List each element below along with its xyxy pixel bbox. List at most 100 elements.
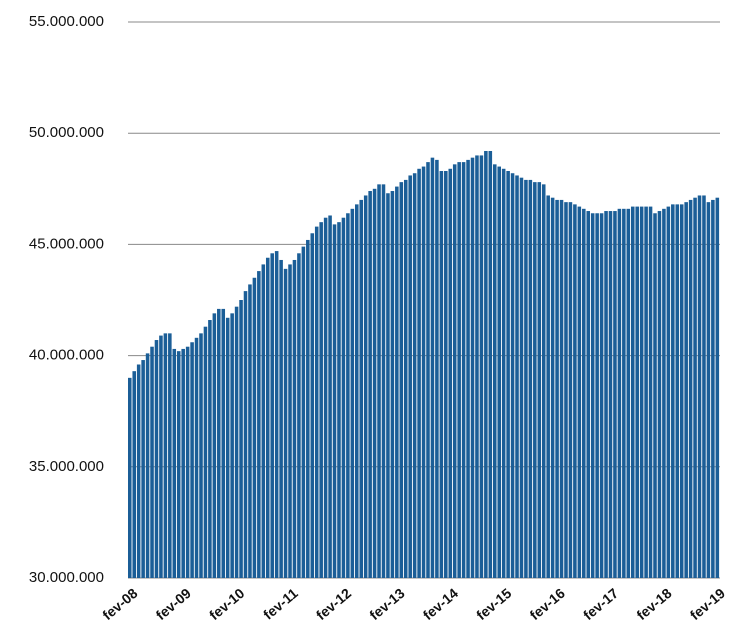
bar: [626, 208, 631, 579]
bar: [484, 150, 488, 578]
bar: [252, 277, 257, 578]
y-tick-label: 40.000.000: [29, 347, 104, 364]
bar: [417, 168, 421, 578]
bar: [234, 306, 239, 578]
x-tick-label: fev-14: [420, 585, 461, 623]
bar: [310, 233, 315, 578]
x-tick-label: fev-19: [687, 585, 728, 623]
bar: [599, 213, 604, 578]
bar: [230, 313, 234, 578]
bar: [288, 264, 292, 578]
bar: [306, 239, 310, 578]
bar: [497, 166, 501, 578]
bar: [341, 217, 346, 578]
bar: [617, 208, 622, 579]
bar: [248, 284, 252, 578]
bar: [577, 206, 582, 579]
bar: [653, 213, 657, 578]
bar: [546, 195, 550, 579]
bar: [314, 226, 319, 578]
bar: [279, 259, 283, 578]
bar: [702, 195, 706, 579]
bar: [533, 182, 537, 579]
x-tick-label: fev-12: [313, 585, 354, 623]
bar: [199, 333, 203, 578]
bar: [662, 208, 666, 579]
bar: [363, 195, 368, 579]
bar: [403, 179, 408, 579]
bar: [457, 162, 461, 578]
bar: [675, 204, 680, 579]
bar: [217, 308, 221, 578]
bar: [635, 206, 639, 579]
y-tick-label: 55.000.000: [29, 13, 104, 30]
bar: [524, 179, 528, 579]
bar: [346, 213, 350, 578]
bar: [270, 253, 274, 578]
bar: [261, 264, 266, 578]
bar: [515, 175, 519, 578]
bar: [644, 206, 648, 579]
bar: [568, 202, 573, 579]
bar: [274, 251, 279, 578]
bar: [613, 211, 617, 579]
bar: [328, 215, 332, 578]
bar: [519, 177, 524, 578]
bar: [377, 184, 381, 579]
bar: [132, 371, 137, 578]
bar: [243, 291, 248, 578]
bar: [355, 204, 359, 579]
bar: [265, 257, 270, 578]
y-tick-label: 50.000.000: [29, 124, 104, 141]
bar: [181, 348, 185, 578]
bar: [550, 197, 555, 579]
bar: [492, 164, 497, 578]
bar: [399, 182, 404, 579]
bar: [564, 202, 568, 579]
bar: [693, 197, 697, 579]
bar: [666, 206, 671, 579]
bar: [648, 206, 653, 579]
bar: [595, 213, 599, 578]
bar: [319, 222, 323, 578]
bar: [510, 173, 515, 578]
bar: [176, 351, 181, 578]
bar: [136, 364, 141, 578]
bar: [332, 224, 337, 578]
bar: [350, 208, 355, 579]
bar: [470, 157, 475, 578]
bar: [479, 155, 484, 578]
bar: [582, 208, 586, 579]
bar: [586, 211, 591, 579]
bar: [679, 204, 684, 579]
bar: [715, 197, 720, 579]
bar: [506, 171, 510, 578]
bar: [430, 157, 435, 578]
bar: [426, 162, 430, 578]
bar: [168, 333, 172, 578]
bar: [528, 179, 533, 579]
bar: [372, 188, 377, 579]
bar: [448, 168, 453, 578]
bar: [541, 184, 546, 579]
bar: [386, 193, 390, 579]
bar: [381, 184, 386, 579]
x-tick-label: fev-10: [206, 585, 247, 623]
bar: [412, 173, 417, 578]
bar: [159, 335, 163, 578]
bar: [555, 199, 559, 579]
bar: [657, 211, 662, 579]
bar: [630, 206, 635, 579]
x-tick-label: fev-13: [366, 585, 407, 623]
bar: [190, 342, 194, 578]
bar: [697, 195, 702, 579]
bar: [221, 308, 226, 578]
y-tick-label: 35.000.000: [29, 458, 104, 475]
bar: [297, 253, 301, 578]
bar: [368, 191, 372, 579]
bar: [671, 204, 675, 579]
y-tick-label: 45.000.000: [29, 235, 104, 252]
bar: [590, 213, 595, 578]
x-tick-label: fev-15: [473, 585, 514, 623]
bar: [639, 206, 644, 579]
